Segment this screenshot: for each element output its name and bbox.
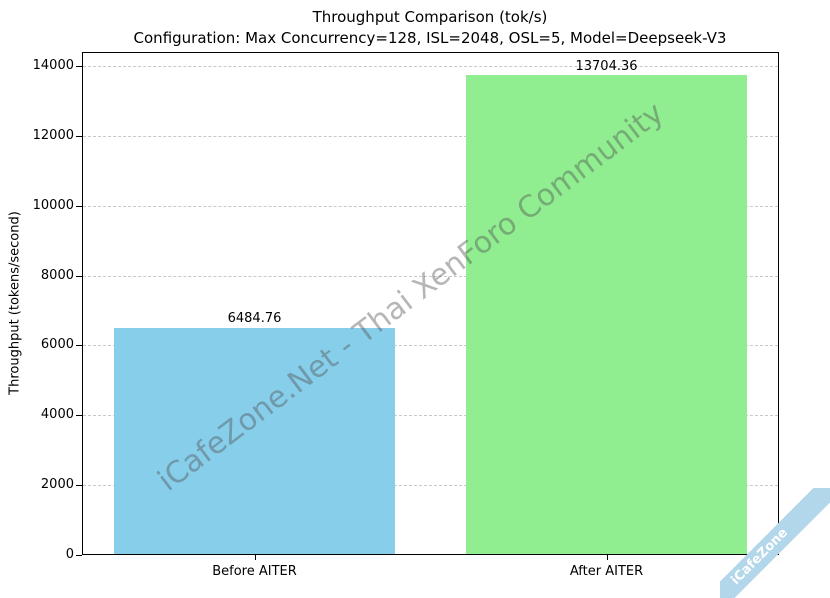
x-tick (254, 555, 256, 560)
chart-title: Throughput Comparison (tok/s) (312, 8, 548, 26)
y-tick (76, 485, 82, 487)
x-tick (606, 555, 608, 560)
y-tick-label: 4000 (40, 407, 74, 423)
y-tick-label: 0 (65, 547, 74, 562)
y-tick-label: 2000 (40, 477, 74, 493)
corner-watermark-label: iCafeZone (720, 488, 830, 598)
plot-area (82, 52, 779, 555)
bar-before-aiter (114, 327, 395, 554)
bar-value-label: 6484.76 (227, 311, 282, 327)
y-tick (76, 345, 82, 347)
y-tick (76, 66, 82, 67)
y-tick (76, 415, 82, 417)
y-tick (76, 555, 82, 556)
y-tick (76, 205, 82, 207)
x-tick-label: Before AITER (212, 564, 297, 579)
chart-subtitle: Configuration: Max Concurrency=128, ISL=… (133, 29, 727, 47)
gridline (83, 135, 778, 137)
y-tick (76, 135, 82, 137)
gridline (83, 415, 778, 417)
y-tick-label: 14000 (32, 58, 74, 73)
x-tick-label: After AITER (569, 564, 644, 579)
bar-after-aiter (466, 75, 747, 554)
gridline (83, 66, 778, 67)
y-tick-label: 6000 (40, 337, 74, 353)
y-tick (76, 275, 82, 277)
y-tick-label: 12000 (32, 127, 74, 143)
corner-watermark: iCafeZone (720, 488, 830, 598)
gridline (83, 485, 778, 487)
bar-value-label: 13704.36 (575, 59, 638, 75)
gridline (83, 275, 778, 277)
y-tick-label: 10000 (32, 197, 74, 213)
y-axis-label: Throughput (tokens/second) (7, 211, 23, 395)
gridline (83, 205, 778, 207)
y-tick-label: 8000 (40, 267, 74, 283)
gridline (83, 345, 778, 347)
